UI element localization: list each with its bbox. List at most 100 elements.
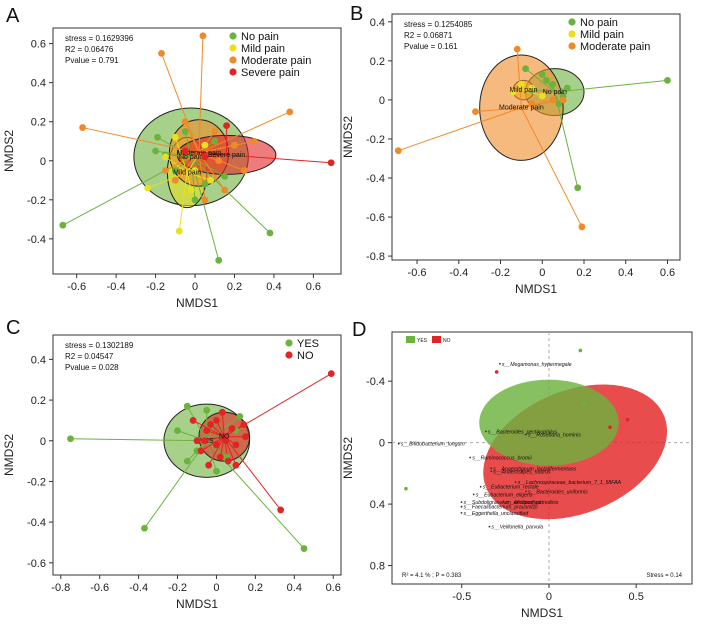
plot-frame [52,334,342,576]
species-marker [490,467,493,470]
species-label: s__Lachnospiraceae_bacterium_7_1_58FAA [518,480,622,486]
data-point [223,122,230,130]
y-tick-label: 0.4 [31,354,46,366]
plot-frame [391,331,693,585]
panel-c: -0.8 -0.6 -0.4 -0.2 0 0.2 0.4 0.6 -0.6 -0.4 -0.2 0 0… [2,317,342,611]
legend-swatch [229,56,237,64]
spider-line [223,436,282,511]
data-point [250,137,258,145]
species-marker [460,511,463,514]
legend-swatch [229,32,237,40]
x-tick-label: -0.4 [129,582,148,594]
legend-swatch [229,44,237,52]
data-point [300,545,308,552]
x-tick-label: 0.6 [660,267,675,279]
legend-label: YES [417,338,428,344]
y-tick-label: 0 [379,438,385,450]
spider-line [185,150,227,156]
stat-line: R2 = 0.04547 [65,352,114,361]
species-marker [460,505,463,508]
x-tick-label: -0.6 [408,267,427,279]
species-marker [525,433,527,436]
legend-label: Mild pain [580,29,624,41]
data-point [528,100,536,108]
data-point [141,524,148,532]
stat-line: Pvalue = 0.161 [404,42,458,51]
data-point [538,92,546,100]
data-point [183,402,191,410]
spider-line [174,137,188,173]
panel-letter: D [352,319,366,341]
spider-line [165,152,200,171]
species-label: s__Ruminococcus_bromii [472,456,532,462]
data-point [266,229,274,237]
data-point [154,133,161,141]
spider-line [475,107,522,113]
data-point [203,406,211,414]
spider-line [223,373,332,438]
data-point [174,427,181,434]
spider-line [186,172,211,181]
data-point [59,221,67,229]
x-tick-label: -0.8 [51,582,70,594]
data-point [221,172,229,180]
spider-line [520,107,583,228]
data-point [538,71,546,78]
species-marker [498,362,501,365]
species-label: s__Anaerostipes_hadrus [493,469,551,475]
x-tick-label: -0.4 [107,281,126,293]
data-point [582,402,586,407]
x-tick-label: 0 [539,267,545,279]
species-marker [525,490,527,493]
data-point [211,128,219,135]
species-marker [397,442,400,445]
data-point [216,453,224,461]
spider-line [147,172,188,189]
data-point [215,157,223,165]
species-marker [469,456,472,459]
x-axis-title: NMDS1 [515,282,557,296]
panel-letter: B [350,3,363,25]
stat-line: R2 = 0.06476 [65,45,114,54]
spider-line [554,79,668,93]
x-tick-label: 0 [192,281,198,293]
spider-line [174,152,200,181]
spider-line [200,436,225,452]
data-point [205,461,213,469]
data-point [559,96,567,104]
group-center-label: Severe pain [208,152,245,159]
data-point [201,196,209,204]
species-marker [488,525,491,528]
species-label: s__Alistipes_putredinis [505,500,558,506]
data-point [181,128,189,135]
spider-line [144,440,208,529]
data-point [578,348,583,353]
stat-line: R2 = 0.06871 [404,31,453,40]
data-point [625,417,630,422]
data-point [199,32,207,40]
legend-label: Mild pain [241,43,285,55]
x-tick-label: 0 [546,591,552,603]
y-tick-label: 0.2 [31,395,46,407]
legend-label: No pain [241,31,279,43]
spider-line [184,131,192,157]
spider-line [198,152,206,200]
spider-line [554,91,579,188]
data-point [215,256,223,264]
panel-a: -0.6 -0.4 -0.2 0 0.2 0.4 0.6 -0.4 -0.2 0 0.2 0.4 0.6… [2,5,342,310]
y-tick-label: -0.6 [366,212,385,224]
species-marker [514,481,517,484]
legend-swatch [285,351,293,359]
data-point [286,108,294,116]
data-point [218,408,226,416]
panel-letter: C [6,317,20,339]
species-marker [502,501,505,503]
r2-label: R² = 4.1 % ; P = 0.383 [402,573,462,579]
y-tick-label: 0.6 [31,39,46,51]
data-point [231,141,238,149]
spider-line [516,49,522,108]
x-tick-label: -0.4 [449,267,468,279]
legend-label: NO [297,350,314,362]
